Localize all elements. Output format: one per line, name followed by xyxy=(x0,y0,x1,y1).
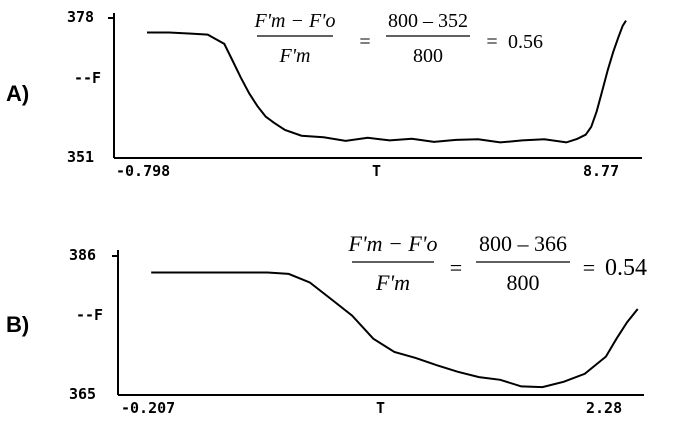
panel-a-y-axis-label: --F xyxy=(74,69,101,87)
panel-a-eq-equals-2: = xyxy=(486,31,497,53)
panel-a-x-axis-label: T xyxy=(372,162,381,180)
panel-a-eq-rhs-denominator: 800 xyxy=(413,45,443,67)
panel-a-eq-result: 0.56 xyxy=(508,31,543,53)
panel-b-y-axis-label: --F xyxy=(76,306,103,324)
panel-b-eq-lhs-denominator: F'm xyxy=(375,270,410,295)
panel-b-eq-rhs-numerator: 800 – 366 xyxy=(479,231,567,256)
panel-b-x-tick-min: -0.207 xyxy=(121,399,175,417)
panel-a-series-line xyxy=(147,20,627,144)
panel-b-y-tick-max: 386 xyxy=(69,246,96,264)
panel-a-y-tick-max: 378 xyxy=(67,8,94,26)
panel-a-eq-lhs-denominator: F'm xyxy=(279,45,311,67)
panel-b-eq-equals-1: = xyxy=(450,255,462,280)
panel-b-equation: F'm − F'o F'm = 800 – 366 800 = 0.54 xyxy=(347,231,647,295)
panel-b: B) 386 365 --F -0.207 T 2.28 F'm − F'o F… xyxy=(6,231,647,417)
panel-a: A) 378 351 --F -0.798 T 8.77 F'm − F'o F… xyxy=(6,8,642,180)
panel-b-eq-lhs-numerator: F'm − F'o xyxy=(347,231,437,256)
panel-a-eq-lhs-numerator: F'm − F'o xyxy=(254,10,336,32)
panel-a-equation: F'm − F'o F'm = 800 – 352 800 = 0.56 xyxy=(254,10,543,67)
panel-b-eq-result: 0.54 xyxy=(605,255,647,281)
panel-a-y-tick-min: 351 xyxy=(67,148,94,166)
panel-b-eq-equals-2: = xyxy=(583,255,595,280)
panel-b-x-axis-label: T xyxy=(376,399,385,417)
panel-a-x-tick-min: -0.798 xyxy=(116,162,170,180)
panel-b-eq-rhs-denominator: 800 xyxy=(507,270,540,295)
panel-a-eq-equals-1: = xyxy=(359,31,370,53)
panel-b-y-tick-min: 365 xyxy=(69,385,96,403)
panel-a-eq-rhs-numerator: 800 – 352 xyxy=(388,10,468,32)
panel-b-label: B) xyxy=(6,312,29,337)
panel-a-label: A) xyxy=(6,81,29,106)
panel-a-x-tick-max: 8.77 xyxy=(583,162,619,180)
panel-b-x-tick-max: 2.28 xyxy=(586,399,622,417)
panel-b-series-line xyxy=(151,271,639,389)
